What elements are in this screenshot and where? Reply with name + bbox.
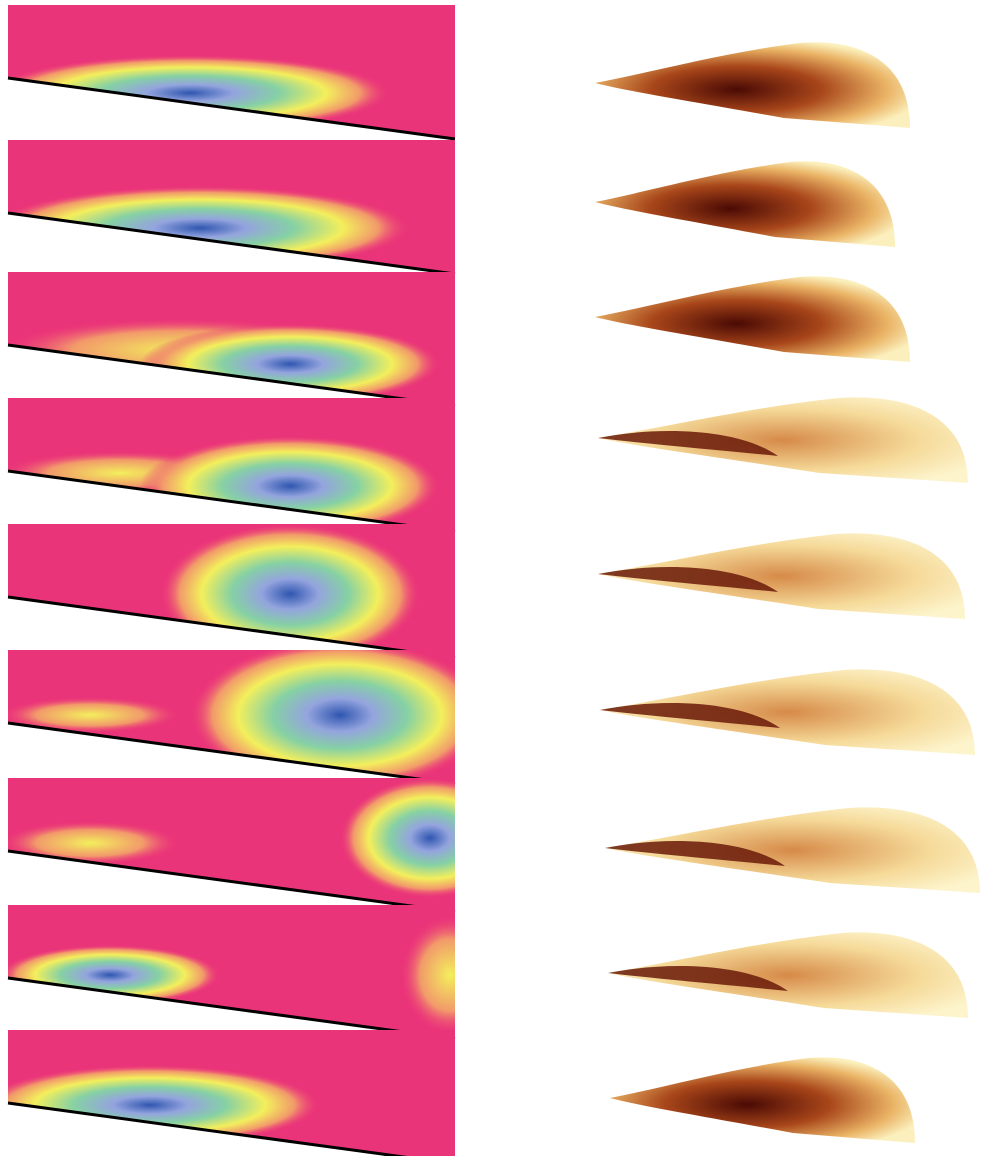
panel-row <box>0 640 975 790</box>
panel-row <box>0 272 910 407</box>
experiment-plume <box>610 1057 915 1143</box>
simulation-panel <box>0 1030 455 1156</box>
simulation-panel <box>0 640 490 790</box>
experiment-plume <box>595 161 895 247</box>
plume <box>0 821 180 865</box>
plume <box>340 778 520 898</box>
plume <box>400 915 500 1035</box>
panel-row <box>0 778 980 913</box>
simulation-panel <box>0 778 520 913</box>
simulation-panel <box>0 5 455 140</box>
plume <box>140 436 440 536</box>
simulation-panel <box>0 398 455 536</box>
experiment-plume <box>595 42 910 128</box>
simulation-panel <box>0 140 455 275</box>
experiment-plume <box>595 276 910 362</box>
panel-row <box>0 905 968 1040</box>
simulation-panel <box>0 905 500 1040</box>
simulation-panel <box>0 272 455 407</box>
plume <box>140 324 440 404</box>
panel-row <box>0 140 895 275</box>
panel-row <box>0 1030 915 1156</box>
plume <box>0 55 390 131</box>
panel-row <box>0 5 910 140</box>
plume <box>0 186 410 270</box>
panel-row <box>8 524 965 664</box>
page: (() => { const data = JSON.parse(documen… <box>0 0 982 1156</box>
plume <box>0 697 180 733</box>
panel-row <box>0 397 968 536</box>
simulation-panel <box>8 524 455 664</box>
plume <box>0 945 220 1005</box>
plume <box>160 524 420 664</box>
figure <box>0 0 982 1156</box>
